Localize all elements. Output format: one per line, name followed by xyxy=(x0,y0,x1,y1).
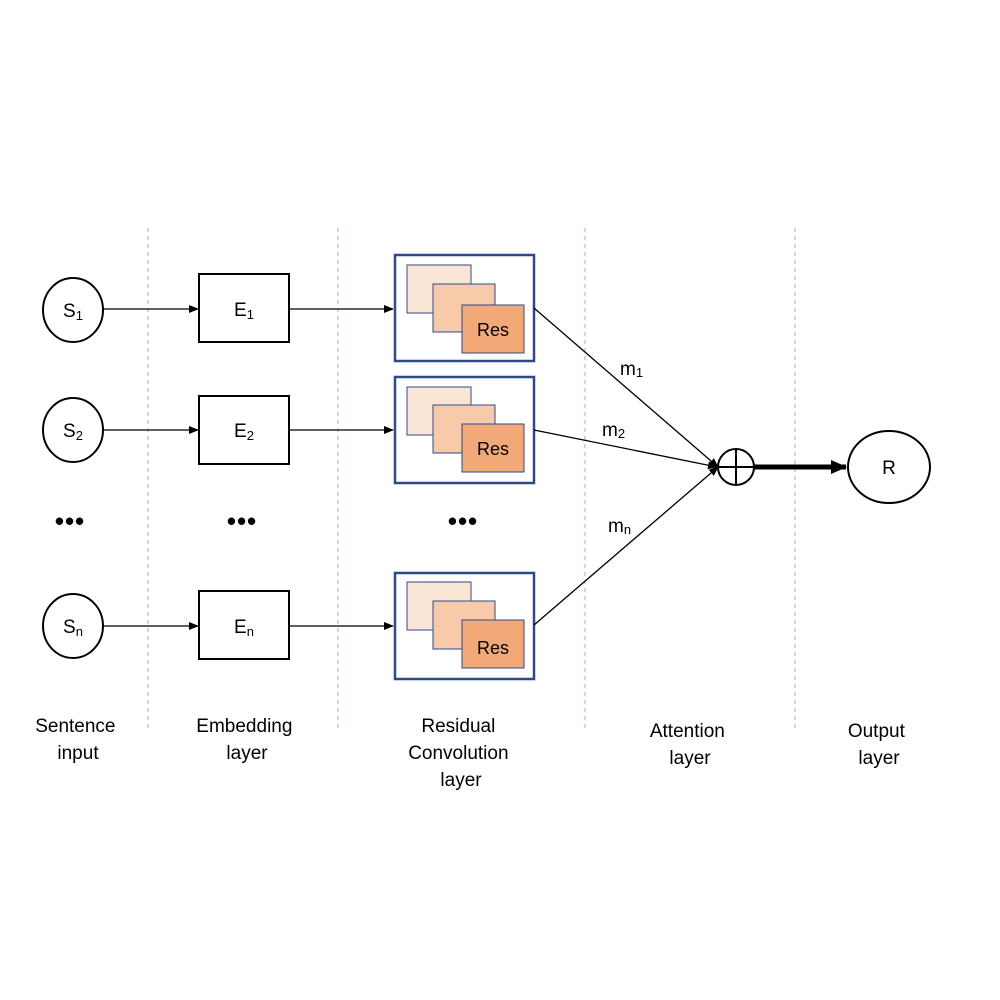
svg-text:E1: E1 xyxy=(234,300,254,322)
row-1: S1 E1 Res xyxy=(42,253,536,363)
sentence-node-1 xyxy=(42,277,104,343)
embedding-box-1 xyxy=(198,273,290,343)
svg-text:mn: mn xyxy=(608,516,631,537)
svg-text:Sn: Sn xyxy=(63,617,83,639)
embedding-sub-1: 1 xyxy=(247,307,254,322)
res-label-2: Res xyxy=(477,439,509,459)
weight-label-2: m xyxy=(602,420,618,441)
output-label: R xyxy=(882,458,896,479)
svg-text:E2: E2 xyxy=(234,421,254,443)
output-node xyxy=(847,430,931,504)
svg-text:S1: S1 xyxy=(63,301,83,323)
ellipsis-row: ••• ••• ••• xyxy=(55,506,478,536)
svg-text:m1: m1 xyxy=(620,359,643,380)
res-card-front-n xyxy=(461,619,525,669)
sentence-label-2: S xyxy=(63,421,76,442)
col-label-attention: Attention layer xyxy=(650,721,730,769)
res-label-1: Res xyxy=(477,320,509,340)
attention-line-1 xyxy=(533,307,719,468)
ellipsis-residual: ••• xyxy=(448,506,478,536)
sentence-sub-1: 1 xyxy=(76,308,83,323)
ellipsis-embedding: ••• xyxy=(227,506,257,536)
col-label-sentence: Sentence input xyxy=(35,716,121,764)
circle-plus-icon xyxy=(717,448,755,486)
ellipsis-sentence: ••• xyxy=(55,506,85,536)
attention-lines xyxy=(533,307,719,626)
embedding-sub-n: n xyxy=(247,624,254,639)
row-n: Sn En Res xyxy=(42,571,536,681)
attention-line-2 xyxy=(533,429,718,470)
res-card-front-2 xyxy=(461,423,525,473)
row-2: S2 E2 Res xyxy=(42,375,536,485)
col-label-output: Output layer xyxy=(848,721,910,769)
col-label-residual: Residual Convolution layer xyxy=(408,716,514,791)
sentence-sub-2: 2 xyxy=(76,428,83,443)
svg-text:En: En xyxy=(234,617,254,639)
column-separators xyxy=(147,228,796,728)
weight-sub-n: n xyxy=(624,522,631,537)
column-labels: Sentence input Embedding layer Residual … xyxy=(35,716,910,791)
embedding-label-n: E xyxy=(234,617,247,638)
attention-line-n xyxy=(533,466,719,626)
weight-sub-2: 2 xyxy=(618,426,625,441)
embedding-sub-2: 2 xyxy=(247,428,254,443)
sentence-label-1: S xyxy=(63,301,76,322)
weight-sub-1: 1 xyxy=(636,365,643,380)
embedding-label-1: E xyxy=(234,300,247,321)
weight-label-n: m xyxy=(608,516,624,537)
weight-label-1: m xyxy=(620,359,636,380)
svg-text:m2: m2 xyxy=(602,420,625,441)
embedding-box-n xyxy=(198,590,290,660)
embedding-label-2: E xyxy=(234,421,247,442)
sentence-label-n: S xyxy=(63,617,76,638)
embedding-box-2 xyxy=(198,395,290,465)
res-card-front-1 xyxy=(461,304,525,354)
sentence-sub-n: n xyxy=(76,624,83,639)
svg-text:S2: S2 xyxy=(63,421,83,443)
col-label-embedding: Embedding layer xyxy=(196,716,297,764)
res-label-n: Res xyxy=(477,638,509,658)
